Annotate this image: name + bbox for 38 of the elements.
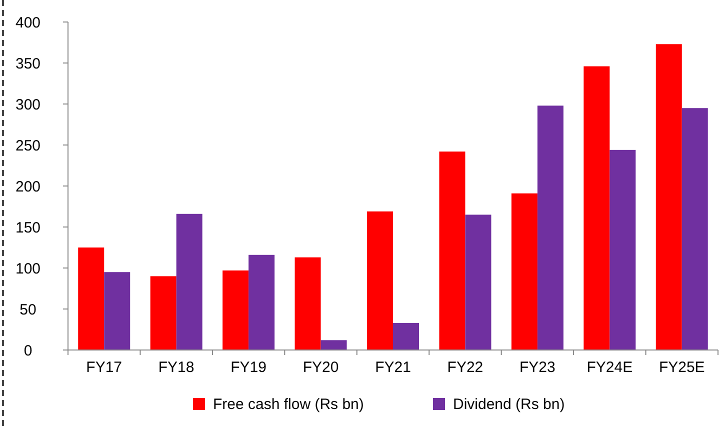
x-tick-label: FY18 bbox=[158, 359, 194, 376]
bar bbox=[584, 66, 610, 350]
bar bbox=[176, 214, 202, 350]
legend-label: Dividend (Rs bn) bbox=[453, 396, 565, 413]
bar bbox=[465, 214, 492, 350]
bar bbox=[656, 44, 682, 350]
x-tick-label: FY21 bbox=[375, 359, 411, 376]
bar bbox=[367, 211, 393, 350]
y-tick-label: 0 bbox=[24, 342, 32, 360]
y-tick-label: 350 bbox=[15, 55, 41, 72]
x-tick-label: FY25E bbox=[658, 359, 705, 376]
y-tick-label: 50 bbox=[20, 301, 36, 318]
bar bbox=[320, 340, 347, 350]
x-tick-label: FY24E bbox=[586, 359, 633, 376]
bar bbox=[150, 276, 176, 350]
bar bbox=[682, 108, 708, 350]
bar bbox=[104, 272, 130, 350]
y-tick-label: 100 bbox=[15, 260, 41, 278]
bar bbox=[439, 152, 466, 350]
bar bbox=[294, 257, 321, 350]
x-tick-label: FY23 bbox=[520, 359, 556, 376]
x-tick-label: FY22 bbox=[447, 359, 484, 376]
y-tick-label: 250 bbox=[15, 137, 41, 154]
y-tick-label: 150 bbox=[15, 219, 41, 236]
legend-label: Free cash flow (Rs bn) bbox=[213, 396, 364, 413]
bar bbox=[610, 150, 636, 350]
y-tick-label: 300 bbox=[15, 96, 41, 114]
bar bbox=[78, 248, 104, 350]
bar bbox=[248, 254, 275, 350]
x-tick-label: FY19 bbox=[230, 359, 266, 376]
bar bbox=[537, 106, 564, 350]
y-tick-label: 200 bbox=[15, 178, 41, 196]
x-tick-label: FY20 bbox=[302, 359, 339, 376]
bar bbox=[222, 270, 249, 350]
y-tick-label: 400 bbox=[15, 14, 41, 32]
bar bbox=[393, 322, 419, 350]
bar bbox=[511, 193, 538, 350]
x-tick-label: FY17 bbox=[86, 359, 122, 376]
